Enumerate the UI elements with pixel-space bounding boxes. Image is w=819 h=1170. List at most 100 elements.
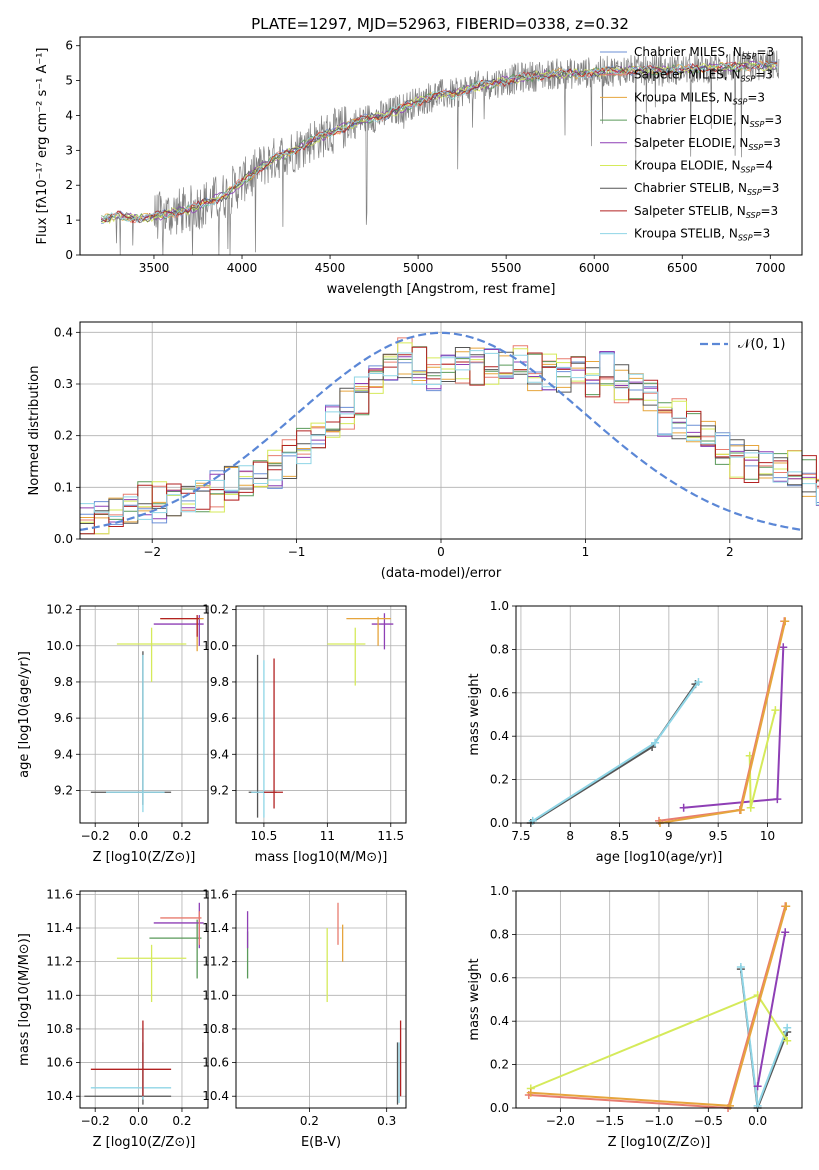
legend-label: Chabrier ELODIE, NSSP=3 <box>634 113 782 129</box>
model-line-kroupa-elodie <box>100 61 778 225</box>
y-tick-label: 0.2 <box>490 773 509 787</box>
series-kroupa-stelib-marker <box>736 962 745 971</box>
series-salpeter-elodie <box>756 932 787 1087</box>
series-salpeter-elodie-marker <box>753 1082 762 1091</box>
y-axis-label: age [log10(age/yr)] <box>17 651 32 778</box>
figure-title: PLATE=1297, MJD=52963, FIBERID=0338, z=0… <box>251 15 629 33</box>
series-kroupa-stelib-marker <box>651 738 660 747</box>
y-tick-label: 9.6 <box>54 711 73 725</box>
legend-label: 𝒩(0, 1) <box>738 337 785 352</box>
y-tick-label: 0.2 <box>54 429 73 443</box>
y-tick-label: 10.4 <box>46 1089 73 1103</box>
x-axis-label: age [log10(age/yr)] <box>596 850 723 865</box>
series-salpeter-miles <box>528 905 787 1110</box>
axes-frame <box>515 605 803 824</box>
histogram-kroupa-elodie <box>80 342 819 535</box>
x-tick-label: 11.5 <box>377 829 404 843</box>
histogram-chabrier-elodie <box>80 346 819 535</box>
panel-mass_weight_vs_age: 7.5 8 8.5 9 9.5 10 0.0 0.2 0.4 0.6 0.8 1.0 age [log1… <box>467 599 803 865</box>
x-tick-label: −1.5 <box>595 1114 624 1128</box>
series-kroupa-stelib-marker <box>694 677 703 686</box>
x-tick-label: 1 <box>582 545 590 559</box>
x-axis-label: Z [log10(Z/Z⊙)] <box>93 1135 196 1150</box>
x-axis-label: wavelength [Angstrom, rest frame] <box>327 282 556 297</box>
y-tick-label: 0.0 <box>490 1101 509 1115</box>
x-tick-label: 0.2 <box>172 829 191 843</box>
y-tick-label: 9.8 <box>210 675 229 689</box>
series-salpeter-miles <box>658 620 786 822</box>
y-tick-label: 10.8 <box>202 1022 229 1036</box>
y-tick-label: 5 <box>65 74 73 88</box>
axes-frame <box>79 36 803 256</box>
histogram-salpeter-elodie <box>80 349 819 523</box>
plot-area <box>524 902 792 1112</box>
x-tick-label: −2.0 <box>546 1114 575 1128</box>
series-kroupa-elodie-marker <box>746 803 755 812</box>
y-tick-label: 0 <box>65 248 73 262</box>
histogram-kroupa-stelib <box>80 350 819 520</box>
x-tick-label: 6000 <box>579 261 610 275</box>
x-tick-label: 0.3 <box>377 1114 396 1128</box>
legend-label: Chabrier STELIB, NSSP=3 <box>634 181 779 197</box>
series-kroupa-stelib-marker <box>783 1023 792 1032</box>
legend-label: Salpeter STELIB, NSSP=3 <box>634 204 778 220</box>
plot-area <box>90 615 204 813</box>
series-kroupa-elodie-marker <box>783 1036 792 1045</box>
series-salpeter-elodie-marker <box>781 928 790 937</box>
y-axis-label: Flux [fλ10⁻¹⁷ erg cm⁻² s⁻¹ A⁻¹] <box>35 48 50 245</box>
x-tick-label: 0.0 <box>748 1114 767 1128</box>
y-axis-label: mass [log10(M/M⊙)] <box>17 933 32 1066</box>
y-tick-label: 9.2 <box>54 783 73 797</box>
y-tick-label: 0.4 <box>490 1014 509 1028</box>
y-tick-label: 10.6 <box>46 1056 73 1070</box>
y-tick-label: 11.2 <box>202 955 229 969</box>
y-tick-label: 3 <box>65 143 73 157</box>
legend: Chabrier MILES, NSSP=3 Salpeter MILES, NS… <box>600 45 782 243</box>
x-tick-label: 0.2 <box>300 1114 319 1128</box>
axes-frame <box>79 890 209 1109</box>
x-tick-label: 9.5 <box>709 829 728 843</box>
x-axis-label: Z [log10(Z/Z⊙)] <box>93 850 196 865</box>
x-tick-label: 9 <box>665 829 673 843</box>
y-tick-label: 10.8 <box>46 1022 73 1036</box>
panel-mass_vs_EBV: 0.2 0.3 10.4 10.6 10.8 11.0 11.2 11.4 11.6 E(B-V) <box>202 887 407 1150</box>
y-tick-label: 1.0 <box>490 884 509 898</box>
legend-label: Kroupa MILES, NSSP=3 <box>634 90 765 106</box>
y-tick-label: 10.6 <box>202 1056 229 1070</box>
x-tick-label: 10 <box>760 829 775 843</box>
x-tick-label: 5000 <box>403 261 434 275</box>
series-salpeter-elodie <box>683 647 785 809</box>
x-tick-label: 11 <box>320 829 335 843</box>
series-salpeter-elodie-marker <box>779 643 788 652</box>
x-tick-label: 7000 <box>755 261 786 275</box>
y-tick-label: 11.2 <box>46 955 73 969</box>
x-tick-label: 8.5 <box>610 829 629 843</box>
series-kroupa-miles-marker <box>526 1088 535 1097</box>
plot-area <box>100 49 780 256</box>
y-tick-label: 6 <box>65 39 73 53</box>
x-tick-label: 10.5 <box>251 829 278 843</box>
y-axis-label: Normed distribution <box>27 366 42 496</box>
y-tick-label: 0.4 <box>490 729 509 743</box>
x-tick-label: 5500 <box>491 261 522 275</box>
x-tick-label: 7.5 <box>511 829 530 843</box>
series-kroupa-miles-marker <box>781 617 790 626</box>
x-axis-label: E(B-V) <box>301 1135 341 1150</box>
legend-label: Salpeter MILES, NSSP=3 <box>634 68 773 84</box>
x-axis-label: Z [log10(Z/Z⊙)] <box>608 1135 711 1150</box>
plot-area <box>526 617 790 827</box>
y-tick-label: 0.2 <box>490 1058 509 1072</box>
axes-frame <box>79 321 803 540</box>
plot-area <box>84 902 204 1105</box>
y-axis-label: mass weight <box>467 958 482 1040</box>
y-tick-label: 11.0 <box>202 988 229 1002</box>
panel-mass_weight_vs_Z: −2.0 −1.5 −1.0 −0.5 0.0 0.0 0.2 0.4 0.6 0.8 1.0 Z [… <box>467 884 803 1150</box>
x-tick-label: 0.2 <box>172 1114 191 1128</box>
y-tick-label: 0.8 <box>490 642 509 656</box>
x-tick-label: −1.0 <box>644 1114 673 1128</box>
x-tick-label: 0.0 <box>129 1114 148 1128</box>
legend-label: Kroupa STELIB, NSSP=3 <box>634 227 770 243</box>
plot-area <box>248 613 394 818</box>
series-kroupa-elodie-marker <box>771 706 780 715</box>
